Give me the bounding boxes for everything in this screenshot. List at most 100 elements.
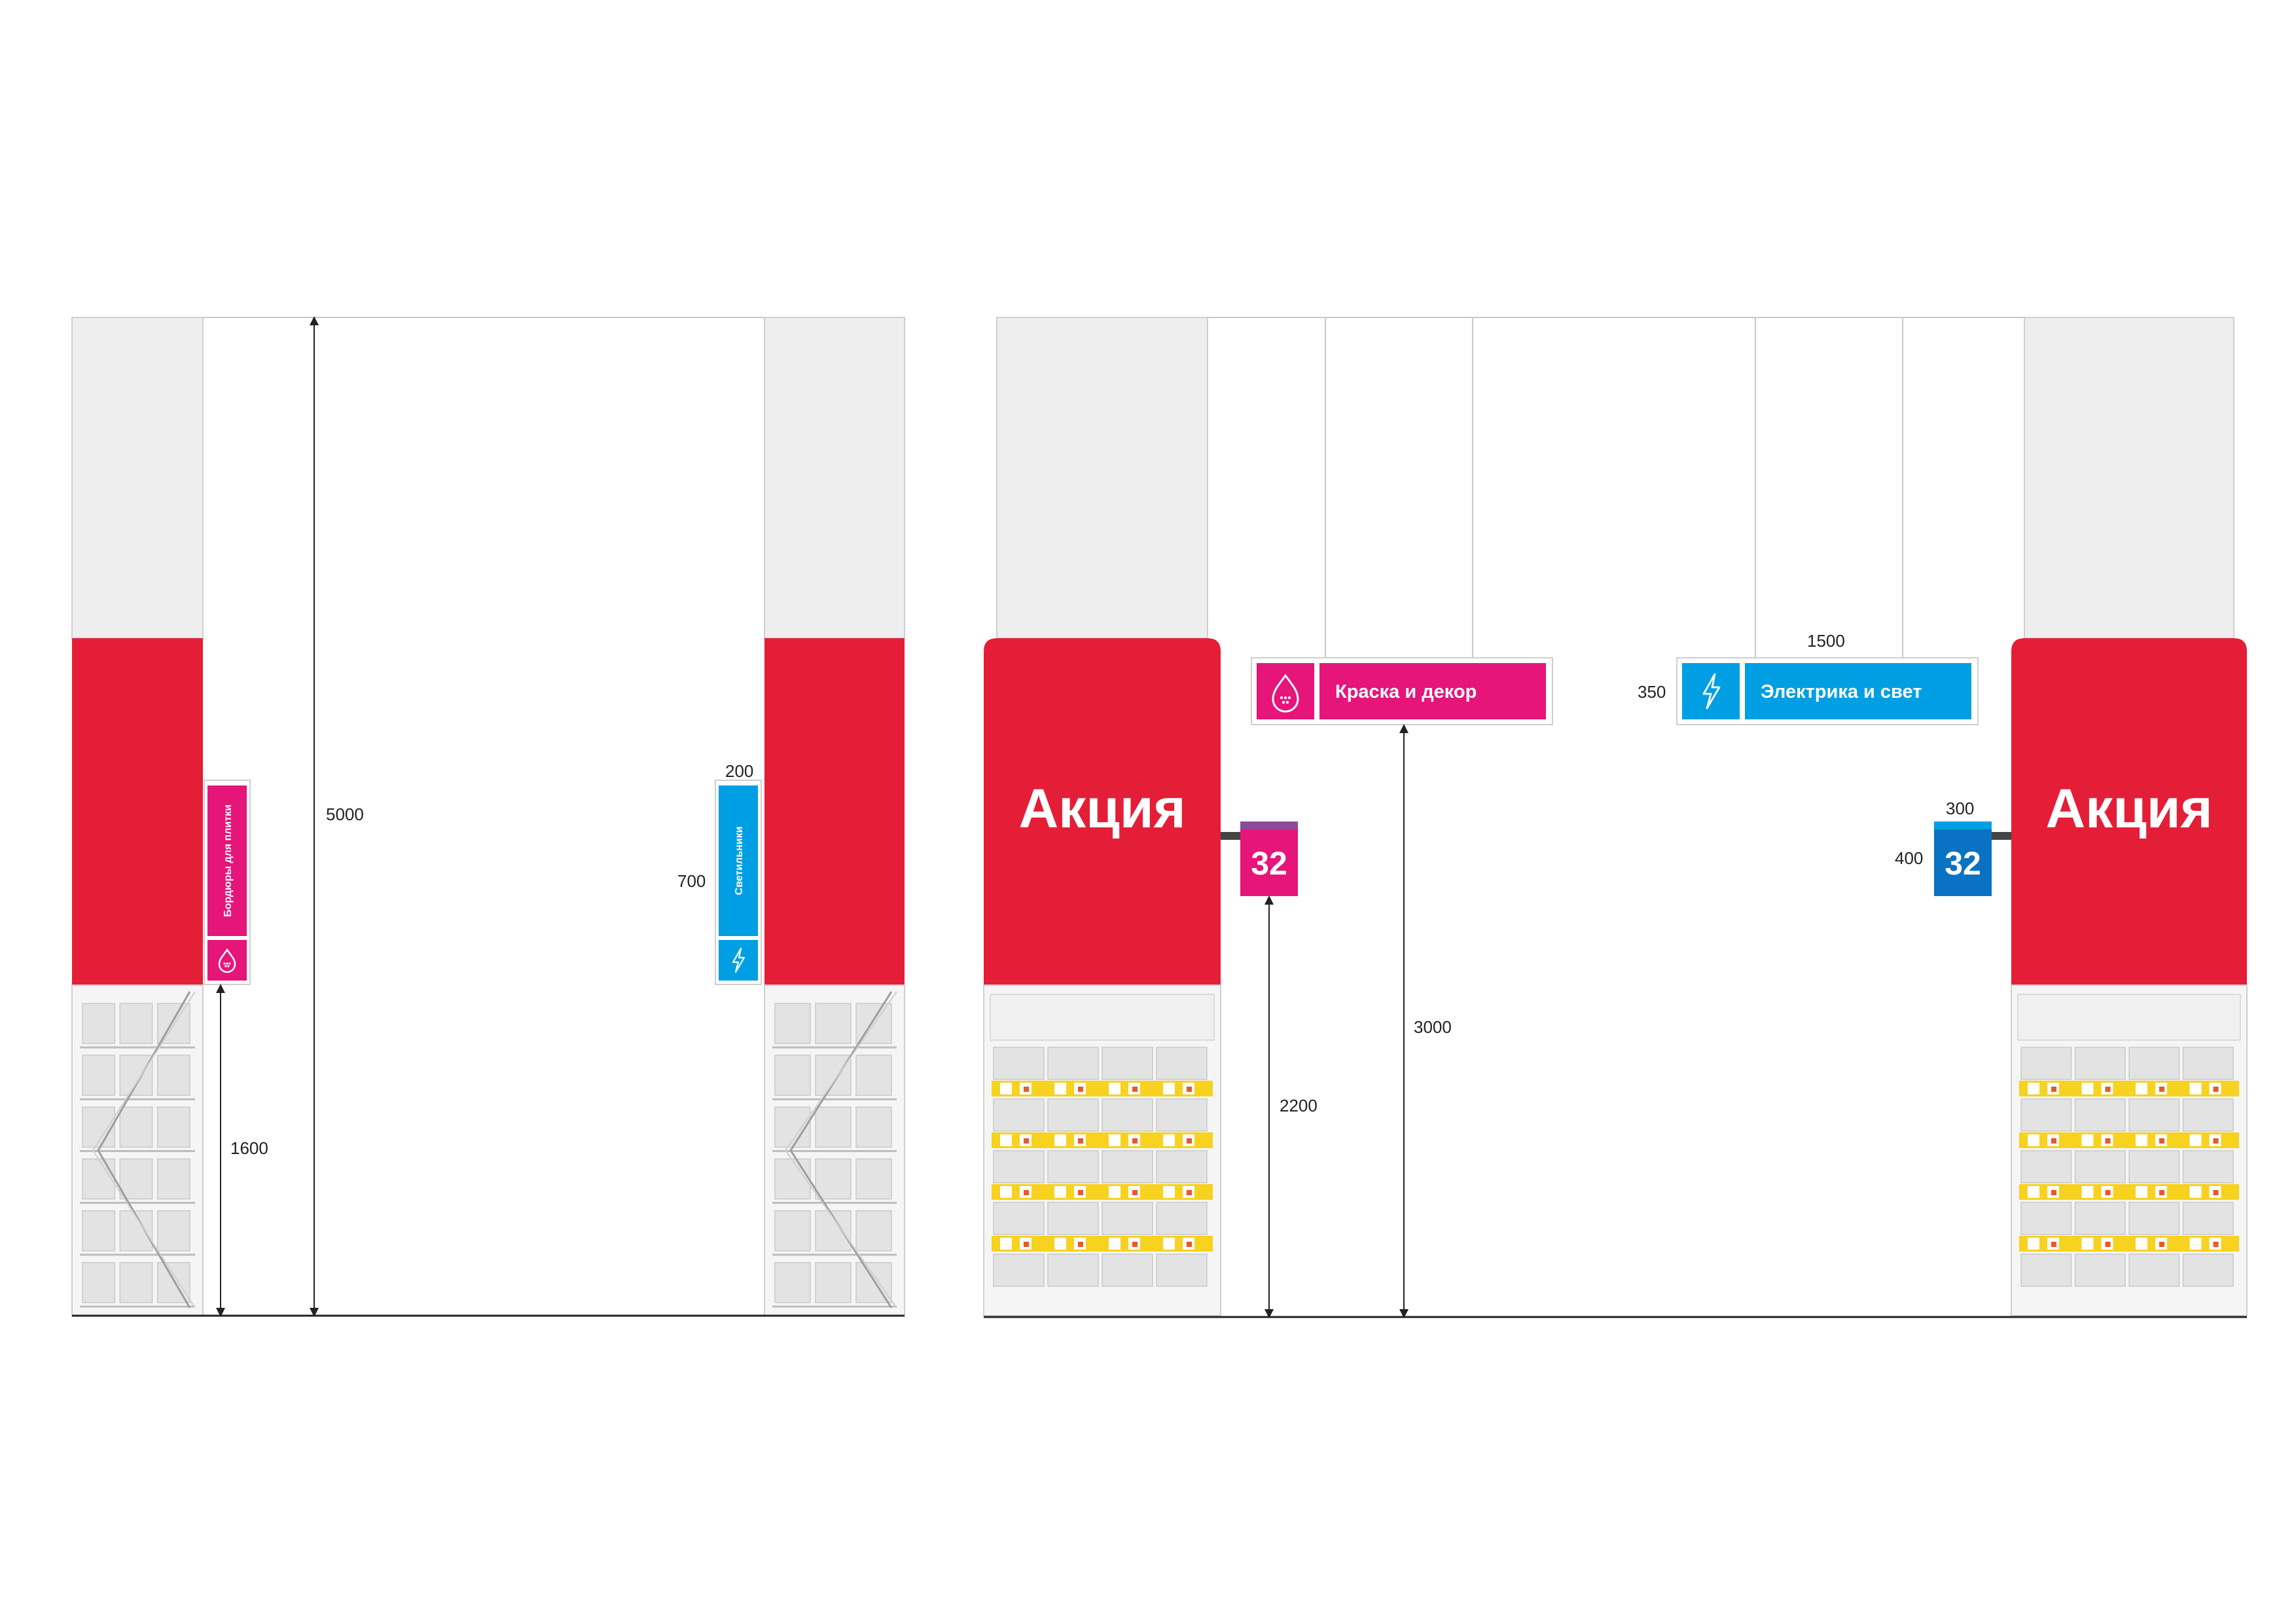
product-box	[119, 1158, 153, 1200]
lightning-icon	[732, 947, 745, 973]
left-rack-right-upper-wall	[764, 317, 905, 639]
price-mark	[2105, 1138, 2111, 1144]
product-box	[774, 1055, 811, 1096]
ladder-rail	[92, 991, 196, 1308]
right-rack-left-upper-wall	[996, 317, 1208, 639]
price-tag	[1000, 1186, 1012, 1198]
dim-hanging-sign-height: 3000	[1414, 1017, 1452, 1037]
dim-total-height: 5000	[326, 804, 364, 824]
price-mark	[1078, 1138, 1083, 1144]
right-rack-right-upper-wall	[2024, 317, 2234, 639]
price-tag	[1054, 1083, 1066, 1094]
shelf-top	[990, 994, 1215, 1041]
product-box	[2020, 1047, 2072, 1080]
product-box	[1156, 1254, 1208, 1287]
product-box	[119, 1106, 153, 1148]
price-tag	[2028, 1238, 2039, 1250]
product-box	[1156, 1047, 1208, 1080]
vertical-sign-lamps: Светильники	[715, 780, 762, 985]
price-mark	[2159, 1242, 2164, 1247]
aisle-sign-right: 32	[1934, 821, 2011, 896]
product-box	[2182, 1202, 2234, 1235]
left-rack-left-upper-wall	[71, 317, 204, 639]
price-mark	[2051, 1087, 2056, 1092]
product-box	[855, 1210, 892, 1252]
price-tag	[2136, 1186, 2147, 1198]
price-mark	[1024, 1138, 1029, 1144]
product-box	[815, 1106, 852, 1148]
product-box	[1047, 1150, 1099, 1183]
product-box	[855, 1262, 892, 1303]
product-box	[2074, 1202, 2126, 1235]
price-mark	[1132, 1242, 1138, 1247]
price-mark	[2105, 1190, 2111, 1195]
promo-panel	[2011, 638, 2247, 985]
product-box	[1102, 1047, 1153, 1080]
product-box	[993, 1202, 1045, 1235]
dim-sign-height-from-floor: 1600	[230, 1138, 268, 1158]
product-box	[815, 1158, 852, 1200]
price-mark	[1024, 1087, 1029, 1092]
price-tag	[2136, 1134, 2147, 1146]
product-box	[815, 1262, 852, 1303]
product-box	[1047, 1047, 1099, 1080]
left-rack-right-promo-band	[764, 638, 905, 985]
dim-hanging-sign-depth: 350	[1638, 682, 1666, 702]
dim-sign-width: 200	[725, 761, 753, 781]
aisle-sign-bracket	[1992, 832, 2011, 840]
hanging-sign-electrics: Электрика и свет	[1676, 657, 1979, 725]
product-box	[1047, 1254, 1099, 1287]
product-box	[993, 1150, 1045, 1183]
product-box	[993, 1098, 1045, 1132]
price-mark	[2051, 1138, 2056, 1144]
product-box	[2074, 1098, 2126, 1132]
price-tag	[1163, 1238, 1175, 1250]
hanging-sign-electrics-label: Электрика и свет	[1761, 681, 1922, 702]
shelf-unit	[990, 994, 1215, 1287]
price-mark	[1078, 1190, 1083, 1195]
price-tag	[1109, 1134, 1121, 1146]
price-mark	[2159, 1138, 2164, 1144]
droplet-icon	[1272, 674, 1299, 713]
product-box	[1156, 1150, 1208, 1183]
product-box	[1156, 1098, 1208, 1132]
product-box	[2074, 1047, 2126, 1080]
aisle-number-right: 32	[1945, 845, 1981, 882]
price-tag	[2081, 1186, 2094, 1198]
price-tag	[1054, 1238, 1066, 1250]
price-mark	[2105, 1242, 2111, 1247]
price-tag	[1163, 1186, 1175, 1198]
product-box	[1102, 1150, 1153, 1183]
product-box	[2128, 1254, 2180, 1287]
product-box	[156, 1055, 190, 1096]
price-mark	[2213, 1087, 2219, 1092]
price-tag	[2189, 1238, 2202, 1250]
product-box	[82, 1262, 116, 1303]
price-tag	[2136, 1083, 2147, 1094]
vertical-sign-tile-borders: Бордюры для плитки	[204, 780, 251, 985]
product-box	[1047, 1098, 1099, 1132]
product-box	[82, 1055, 116, 1096]
product-box	[774, 1003, 811, 1044]
price-mark	[1132, 1190, 1138, 1195]
dim-aisle-sign-height-label: 400	[1895, 848, 1923, 868]
price-mark	[1078, 1087, 1083, 1092]
product-box	[156, 1262, 190, 1303]
price-tag	[2081, 1238, 2094, 1250]
product-box	[774, 1262, 811, 1303]
right-rack-right: Акция	[2011, 317, 2248, 1316]
price-tag	[2028, 1134, 2039, 1146]
dim-hanging-sign-length: 1500	[1807, 631, 1845, 651]
product-box	[82, 1210, 116, 1252]
hanging-sign-paint-label: Краска и декор	[1335, 681, 1477, 702]
price-mark	[2159, 1087, 2164, 1092]
droplet-icon	[218, 948, 236, 973]
price-tag	[2028, 1083, 2039, 1094]
product-box	[82, 1003, 116, 1044]
product-box	[815, 1055, 852, 1096]
price-mark	[1078, 1242, 1083, 1247]
price-mark	[2051, 1242, 2056, 1247]
promo-label-right: Акция	[2046, 778, 2213, 839]
product-box	[2074, 1150, 2126, 1183]
product-box	[1102, 1254, 1153, 1287]
